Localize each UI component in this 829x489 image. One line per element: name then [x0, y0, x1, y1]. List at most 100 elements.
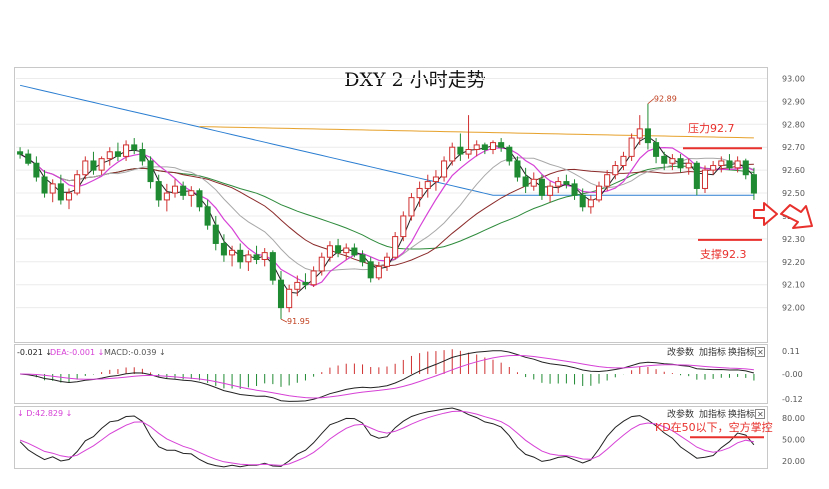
candle-body — [726, 160, 733, 169]
macd-change-params-button[interactable]: 改参数 — [667, 346, 694, 358]
candle-body — [147, 160, 154, 183]
candle — [718, 156, 725, 173]
candle — [644, 103, 651, 150]
candle — [693, 160, 700, 196]
candle — [742, 158, 749, 180]
candle-body — [538, 178, 545, 196]
candle — [65, 188, 73, 210]
candle — [245, 250, 252, 271]
price-tick-label: 92.00 — [782, 304, 805, 313]
candle — [375, 261, 382, 281]
candle — [253, 245, 260, 265]
candle-body — [718, 160, 725, 167]
arrow-down-right-icon — [780, 204, 813, 229]
candle-body — [98, 158, 105, 171]
candle — [326, 241, 333, 262]
candle — [685, 158, 692, 175]
candle-body — [416, 187, 423, 199]
macd-tick-label: -0.00 — [782, 370, 803, 379]
macd-switch-indicator-button[interactable]: 换指标 — [728, 346, 755, 358]
candle-body — [261, 252, 268, 260]
candle-body — [375, 265, 382, 279]
macd-histogram — [27, 349, 755, 389]
candle — [555, 177, 562, 194]
candle — [41, 170, 48, 198]
price-panel-frame — [14, 67, 768, 343]
macd-lines — [20, 350, 755, 402]
candle-body — [17, 151, 24, 155]
candle — [538, 174, 545, 200]
candle-body — [530, 178, 537, 187]
kd-annotation-label: KD在50以下，空方掌控 — [655, 420, 773, 434]
panel-frames — [14, 67, 768, 469]
candle-body — [106, 151, 113, 160]
macd-tick-label: 0.11 — [782, 347, 800, 356]
candle — [163, 183, 170, 212]
candle-body — [196, 190, 203, 208]
price-axis-ticks: 93.0092.9092.8092.7092.6092.5092.4092.30… — [782, 74, 805, 312]
kd-close-box[interactable] — [755, 409, 765, 419]
candle-body — [481, 144, 488, 151]
price-annotations: 压力92.7 支撑92.3 92.89 91.95 — [280, 95, 762, 326]
price-tick-label: 92.60 — [782, 166, 805, 175]
kd-change-params-button[interactable]: 改参数 — [667, 408, 694, 420]
candle-body — [33, 162, 40, 178]
kd-switch-indicator-button[interactable]: 换指标 — [728, 408, 755, 420]
candle-body — [392, 236, 399, 258]
kd-close-icon[interactable]: ✕ — [757, 410, 764, 419]
candle-body — [441, 160, 448, 178]
candle — [522, 167, 529, 194]
macd-close-icon[interactable]: ✕ — [757, 348, 764, 357]
candle — [465, 115, 472, 159]
candle-body — [457, 146, 464, 155]
candle — [335, 238, 342, 258]
candle — [400, 211, 407, 242]
candle — [473, 140, 480, 157]
candle-body — [204, 206, 211, 226]
candle — [49, 179, 56, 203]
candle-body — [473, 144, 480, 151]
price-tick-label: 92.30 — [782, 235, 805, 244]
candle — [661, 151, 668, 171]
candle — [530, 172, 537, 191]
kd-panel-frame — [14, 406, 768, 469]
candle — [481, 142, 488, 155]
candle — [237, 243, 244, 269]
macd-axis-ticks: 0.11 -0.00 -0.12 — [782, 347, 803, 404]
price-tick-label: 92.80 — [782, 120, 805, 129]
candle — [139, 142, 146, 166]
candle-body — [123, 144, 130, 157]
candle-body — [400, 215, 407, 238]
candle-body — [57, 183, 64, 201]
candle — [710, 160, 717, 175]
candle — [25, 149, 32, 166]
candle-body — [514, 160, 521, 178]
candle — [131, 138, 138, 155]
candle — [669, 154, 676, 171]
candle-body — [326, 245, 333, 258]
candle — [171, 179, 179, 198]
candle — [74, 170, 81, 196]
candle — [636, 115, 643, 145]
candle-body — [155, 181, 162, 201]
kd-add-indicator-button[interactable]: 加指标 — [699, 408, 726, 420]
candle-body — [237, 249, 244, 263]
candle-body — [677, 158, 684, 169]
candle — [441, 156, 448, 182]
candle-body — [229, 249, 236, 256]
candle-body — [277, 279, 285, 309]
macd-close-box[interactable] — [755, 347, 765, 357]
candle — [196, 188, 203, 212]
macd-add-indicator-button[interactable]: 加指标 — [699, 346, 726, 358]
candle — [547, 181, 554, 203]
candle-body — [310, 270, 317, 286]
candle — [261, 248, 268, 267]
candle — [701, 165, 709, 194]
candle — [180, 181, 187, 200]
support-label: 支撑92.3 — [700, 247, 747, 261]
candle-body — [351, 247, 358, 256]
macd-tick-label: -0.12 — [782, 395, 803, 404]
candle-body — [335, 245, 342, 254]
candle — [563, 174, 570, 189]
candle-body — [286, 288, 293, 309]
